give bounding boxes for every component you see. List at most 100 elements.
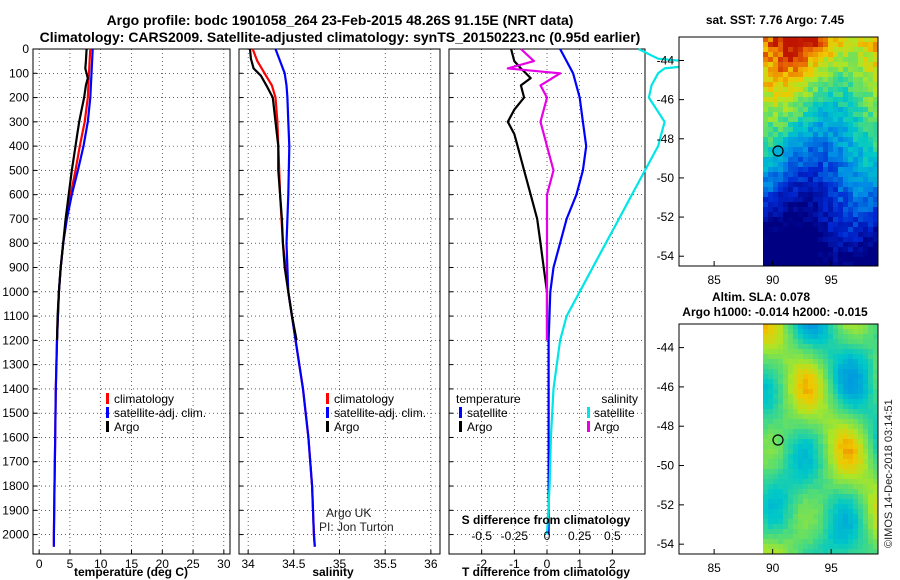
heatmap-cell (788, 237, 793, 242)
heatmap-cell (773, 72, 778, 77)
temperature-panel: 0100200300400500600700800900100011001200… (2, 42, 231, 579)
heatmap-cell (803, 62, 808, 67)
heatmap-cell (768, 257, 773, 262)
heatmap-cell (843, 117, 848, 122)
heatmap-cell (848, 414, 853, 419)
heatmap-cell (823, 359, 828, 364)
heatmap-cell (793, 102, 798, 107)
heatmap-cell (788, 449, 793, 454)
heatmap-cell (768, 394, 773, 399)
heatmap-cell (873, 344, 878, 349)
heatmap-cell (773, 107, 778, 112)
heatmap-cell (863, 409, 868, 414)
heatmap-cell (818, 57, 823, 62)
heatmap-cell (818, 72, 823, 77)
heatmap-cell (838, 117, 843, 122)
heatmap-cell (763, 424, 768, 429)
heatmap-cell (833, 464, 838, 469)
heatmap-cell (783, 544, 788, 549)
heatmap-cell (778, 152, 783, 157)
lat-tick-label: -46 (657, 93, 675, 107)
heatmap-cell (828, 152, 833, 157)
heatmap-cell (823, 62, 828, 67)
heatmap-cell (773, 399, 778, 404)
heatmap-cell (813, 499, 818, 504)
legend-swatch-satellite (326, 407, 329, 418)
heatmap-cell (873, 92, 878, 97)
depth-tick-label: 2000 (2, 528, 29, 542)
heatmap-cell (868, 142, 873, 147)
heatmap-cell (858, 77, 863, 82)
heatmap-cell (808, 147, 813, 152)
heatmap-cell (853, 67, 858, 72)
heatmap-cell (868, 409, 873, 414)
heatmap-cell (778, 509, 783, 514)
heatmap-cell (833, 42, 838, 47)
s-difference-tick-label: 0.25 (568, 529, 592, 543)
heatmap-cell (768, 544, 773, 549)
heatmap-cell (843, 127, 848, 132)
heatmap-cell (873, 389, 878, 394)
heatmap-cell (788, 369, 793, 374)
heatmap-cell (843, 549, 848, 554)
heatmap-cell (808, 459, 813, 464)
heatmap-cell (858, 509, 863, 514)
heatmap-cell (768, 47, 773, 52)
heatmap-cell (763, 217, 768, 222)
heatmap-cell (818, 494, 823, 499)
heatmap-cell (793, 349, 798, 354)
heatmap-cell (763, 509, 768, 514)
heatmap-cell (808, 67, 813, 72)
heatmap-cell (798, 499, 803, 504)
heatmap-cell (828, 384, 833, 389)
heatmap-cell (853, 479, 858, 484)
heatmap-cell (808, 549, 813, 554)
heatmap-cell (828, 339, 833, 344)
heatmap-cell (768, 384, 773, 389)
heatmap-cell (863, 142, 868, 147)
heatmap-cell (783, 242, 788, 247)
heatmap-cell (808, 187, 813, 192)
heatmap-cell (818, 227, 823, 232)
heatmap-cell (808, 52, 813, 57)
heatmap-cell (868, 242, 873, 247)
heatmap-cell (873, 162, 878, 167)
heatmap-cell (823, 142, 828, 147)
heatmap-cell (778, 469, 783, 474)
x-tick-label: 36 (424, 557, 438, 571)
heatmap-cell (793, 534, 798, 539)
heatmap-cell (873, 182, 878, 187)
heatmap-cell (788, 42, 793, 47)
heatmap-cell (873, 257, 878, 262)
heatmap-cell (808, 479, 813, 484)
heatmap-cell (833, 67, 838, 72)
sla-map-title-2: Argo h1000: -0.014 h2000: -0.015 (682, 305, 868, 319)
series-line-s-satellite (545, 48, 712, 535)
heatmap-cell (768, 524, 773, 529)
heatmap-cell (778, 77, 783, 82)
heatmap-cell (813, 202, 818, 207)
heatmap-cell (838, 252, 843, 257)
salinity-difference-tick-labels: -0.5 -0.25 0 0.25 0.5 (471, 529, 621, 543)
heatmap-cell (828, 122, 833, 127)
heatmap-cell (863, 157, 868, 162)
heatmap-cell (828, 414, 833, 419)
heatmap-cell (828, 544, 833, 549)
series-line-satellite-adj-clim- (274, 48, 316, 547)
heatmap-cell (788, 207, 793, 212)
heatmap-cell (873, 202, 878, 207)
heatmap-cell (778, 157, 783, 162)
heatmap-cell (808, 484, 813, 489)
heatmap-cell (833, 364, 838, 369)
heatmap-cell (828, 172, 833, 177)
heatmap-cell (763, 67, 768, 72)
heatmap-cell (763, 187, 768, 192)
heatmap-cell (868, 152, 873, 157)
heatmap-cell (793, 152, 798, 157)
heatmap-cell (873, 132, 878, 137)
x-tick-label: 20 (156, 557, 170, 571)
heatmap-cell (818, 122, 823, 127)
heatmap-cell (833, 489, 838, 494)
heatmap-cell (788, 157, 793, 162)
sla-map-frame (678, 323, 879, 555)
